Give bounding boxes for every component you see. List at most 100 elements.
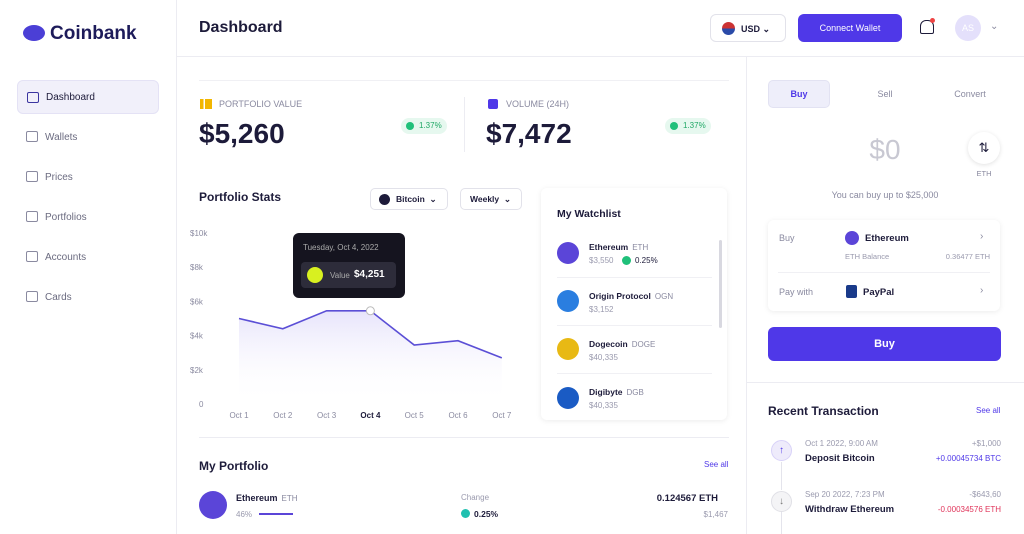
logo-icon [23,25,45,41]
divider [199,437,729,438]
chevron: › [980,231,984,242]
coin-name: Digibyte DGB [589,387,644,397]
nav-label: Cards [45,291,72,303]
coin-name: Origin Protocol [589,291,651,301]
asset-value: $1,467 [703,510,728,519]
asset-name: Ethereum ETH [236,493,298,503]
divider [199,80,729,81]
currency-select[interactable]: USD ⌄ [710,14,786,42]
connect-wallet-button[interactable]: Connect Wallet [798,14,902,42]
change: 0.25% [474,509,499,519]
brand: Coinbank [50,23,137,44]
stat-icon [488,99,498,109]
coin-icon [557,242,579,264]
deposit-icon: ↑ [771,440,792,461]
coin-name: Ethereum [589,242,629,252]
see-all-link[interactable]: See all [704,460,729,469]
nav-item[interactable]: Prices [17,160,159,194]
asset-share: 46% [236,510,253,519]
balance-label: ETH Balance [845,252,890,261]
coin-symbol: ETH [632,243,649,252]
stat-icon [200,99,212,109]
timeline [781,512,782,534]
coin-symbol: OGN [654,292,674,301]
asset-change: 0.25% [461,509,498,519]
divider [747,382,1024,383]
coin-price: $40,335 [589,401,618,410]
paypal-icon [846,285,857,298]
swap-button[interactable]: ⇅ [968,132,1000,164]
y-tick-label: $6k [190,297,204,306]
period-select[interactable]: Weekly ⌄ [460,188,522,210]
tx-crypto: +0.00045734 BTC [935,454,1001,463]
stat-label: PORTFOLIO VALUE [219,99,303,109]
coin-price: $3,550 [589,256,614,265]
tab[interactable]: Convert [954,89,986,99]
change-label: Change [461,493,490,502]
share-bar [259,513,293,515]
bell-icon[interactable] [920,20,934,34]
x-tick-label: Oct 6 [448,411,468,420]
currency: USD [741,24,761,34]
coin-symbol: DOGE [631,340,656,349]
coin-symbol: DGB [626,388,644,397]
nav-item[interactable]: Cards [17,280,159,314]
nav-label: Dashboard [46,91,95,103]
stat-value: $7,472 [486,118,572,149]
coin-name: Dogecoin [589,339,628,349]
nav-label: Wallets [45,131,78,143]
coin-icon [845,231,859,245]
x-tick-label: Oct 4 [360,411,381,420]
see-all-link[interactable]: See all [976,406,1001,415]
coin-change: 0.25% [622,256,658,265]
tooltip-label: Value [330,271,350,280]
stat-change: 1.37% [665,118,711,134]
stat-change: 1.37% [401,118,447,134]
tooltip: Tuesday, Oct 4, 2022 Value $4,251 [293,233,405,298]
tab[interactable]: Sell [877,89,893,99]
flag [722,22,735,35]
section-title: My Portfolio [199,459,269,473]
nav-label: Portfolios [45,211,87,223]
area [239,310,502,404]
nav-label: Prices [45,171,73,183]
nav-item[interactable]: Dashboard [17,80,159,114]
balance: 0.36477 ETH [945,252,990,261]
y-tick-label: 0 [199,400,204,409]
coin-name: Ethereum ETH [589,242,648,252]
coin-name: Digibyte [589,387,623,397]
panel-border [746,57,747,534]
tx-title: Deposit Bitcoin [805,453,875,464]
coin-name: Origin Protocol OGN [589,291,673,301]
chart: 0 $2k $4k $6k $8k $10k Oct 1 Oct 2 Oct 3 Oct 4 Oct… [190,229,512,420]
coin-icon [557,290,579,312]
y-tick-label: $10k [190,229,208,238]
coin-price: $40,335 [589,353,618,362]
pay-method[interactable]: PayPal [863,287,895,298]
divider [557,277,712,278]
asset-select[interactable]: Bitcoin ⌄ [370,188,448,210]
tx-crypto: -0.00034576 ETH [937,505,1001,514]
scrollbar [719,240,722,328]
nav-item[interactable]: Portfolios [17,200,159,234]
sidebar-border [176,0,177,534]
tab[interactable]: Buy [768,80,830,108]
change: 0.25% [635,256,658,265]
avatar[interactable]: AS [955,15,981,41]
stat-value: $5,260 [199,118,285,149]
up-icon [622,256,631,265]
field-label: Buy [779,233,795,243]
active-point [365,306,375,316]
buy-asset[interactable]: Ethereum [865,233,909,244]
nav-label: Accounts [45,251,87,263]
x-tick-label: Oct 5 [405,411,425,420]
divider [557,325,712,326]
nav-item[interactable]: Wallets [17,120,159,154]
x-tick-label: Oct 7 [492,411,512,420]
buy-button[interactable]: Buy [768,327,1001,361]
nav-item[interactable]: Accounts [17,240,159,274]
divider [778,272,990,273]
y-tick-label: $2k [190,366,204,375]
coin-name: Dogecoin DOGE [589,339,655,349]
section-title: Recent Transaction [768,404,879,418]
